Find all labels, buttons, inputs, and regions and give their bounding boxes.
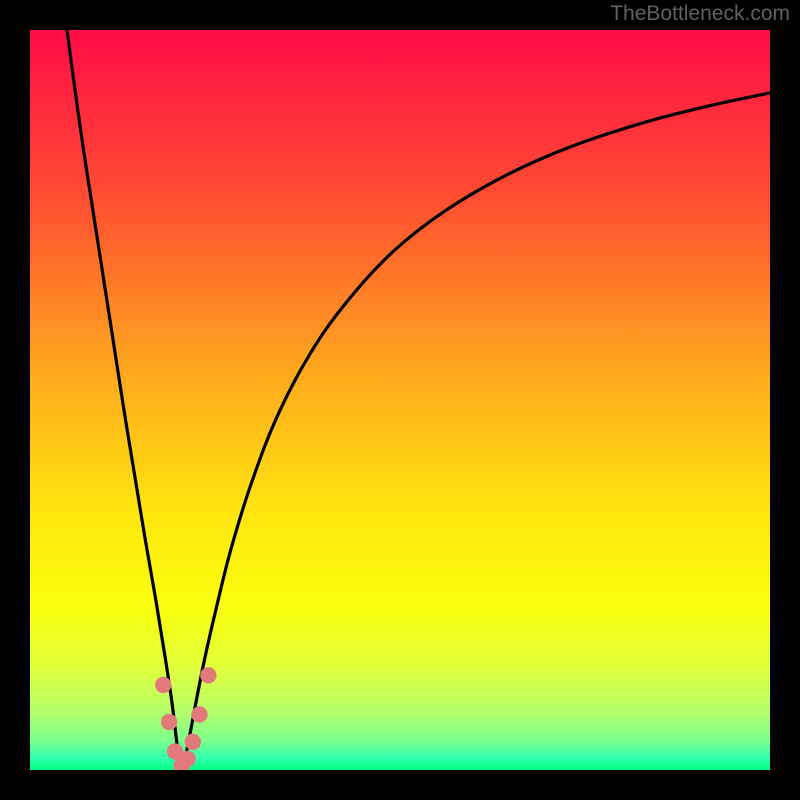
plot-area: [30, 30, 770, 770]
marker-point: [191, 706, 207, 722]
chart-background: [30, 30, 770, 770]
marker-point: [155, 677, 171, 693]
marker-point: [200, 667, 216, 683]
marker-point: [161, 714, 177, 730]
marker-point: [179, 751, 195, 767]
marker-point: [185, 734, 201, 750]
chart-root: TheBottleneck.com: [0, 0, 800, 800]
chart-svg: [30, 30, 770, 770]
watermark-label: TheBottleneck.com: [610, 2, 790, 26]
